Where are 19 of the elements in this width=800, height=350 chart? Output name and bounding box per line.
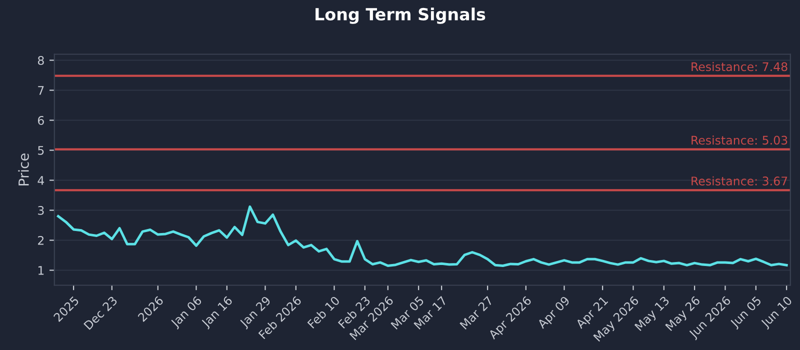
x-tick-label: Jan 16 [200, 296, 234, 330]
ref-line-label: Resistance: 5.03 [692, 136, 788, 145]
y-tick-label: 1 [38, 266, 44, 275]
ref-line-label: Resistance: 3.67 [692, 176, 788, 186]
y-tick-label: 3 [38, 206, 44, 215]
y-tick-label: 5 [38, 146, 44, 155]
y-tick-label: 8 [38, 56, 44, 65]
line-series [56, 205, 788, 267]
x-tick-label: Mar 27 [460, 296, 494, 330]
y-tick-label: 4 [38, 176, 44, 185]
chart-title: Long Term Signals [316, 8, 486, 24]
y-tick-label: 6 [38, 116, 44, 125]
y-axis-title: Price [18, 154, 29, 186]
x-tick-label: Dec 23 [83, 296, 118, 330]
x-tick-label: Apr 09 [536, 296, 572, 331]
x-tick-label: Jun 10 [760, 296, 794, 330]
ref-line-label: Resistance: 7.48 [692, 62, 788, 72]
y-tick-label: 7 [38, 86, 44, 95]
y-tick-label: 2 [38, 236, 44, 245]
